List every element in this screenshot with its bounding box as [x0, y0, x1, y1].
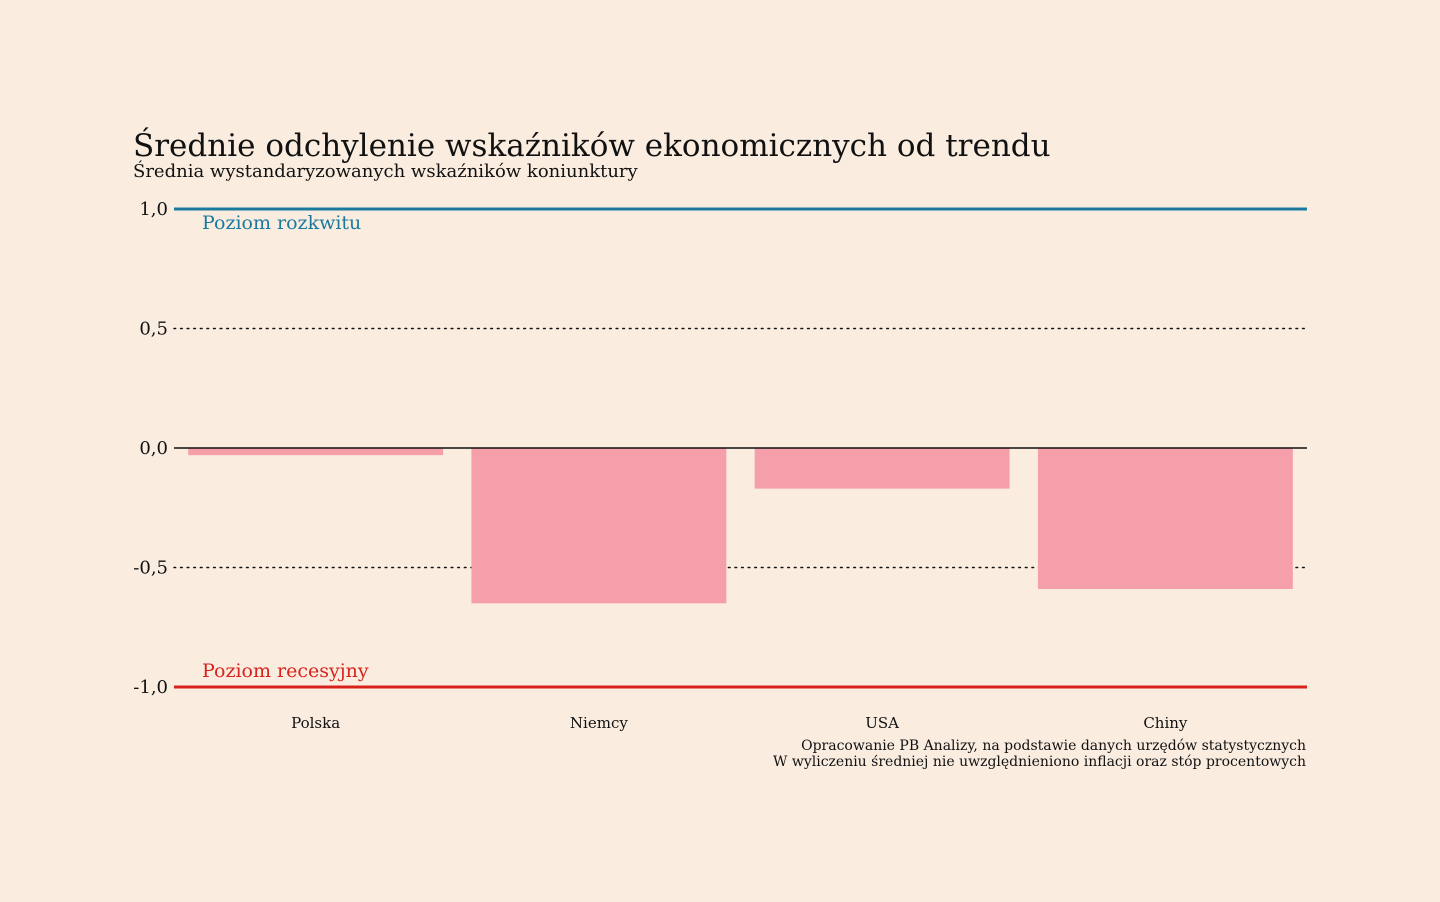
- x-tick-label: USA: [865, 714, 899, 732]
- y-tick-label: 1,0: [139, 199, 168, 220]
- reference-lines: Poziom rozkwitu Poziom recesyjny: [174, 207, 1307, 689]
- x-axis: Polska Niemcy USA Chiny: [291, 714, 1188, 732]
- bars: [188, 448, 1293, 604]
- bar: [188, 448, 444, 456]
- chart-subtitle: Średnia wystandaryzowanych wskaźników ko…: [133, 159, 639, 182]
- y-tick-label: -1,0: [133, 677, 168, 698]
- y-axis: 1,0 0,5 0,0 -0,5 -1,0: [133, 199, 168, 698]
- x-tick-label: Niemcy: [570, 714, 628, 732]
- x-tick-label: Polska: [291, 714, 340, 732]
- chart-title: Średnie odchylenie wskaźników ekonomiczn…: [133, 126, 1051, 164]
- bar: [754, 448, 1010, 489]
- y-tick-label: 0,5: [139, 319, 168, 340]
- bar: [471, 448, 727, 604]
- method-note: W wyliczeniu średniej nie uwzględnienion…: [773, 754, 1306, 770]
- y-tick-label: -0,5: [133, 558, 168, 579]
- source-note: Opracowanie PB Analizy, na podstawie dan…: [801, 738, 1306, 754]
- y-tick-label: 0,0: [139, 438, 168, 459]
- x-tick-label: Chiny: [1143, 714, 1188, 732]
- bar: [1037, 448, 1293, 590]
- reference-line-label: Poziom recesyjny: [202, 660, 369, 682]
- reference-line-label: Poziom rozkwitu: [202, 212, 361, 234]
